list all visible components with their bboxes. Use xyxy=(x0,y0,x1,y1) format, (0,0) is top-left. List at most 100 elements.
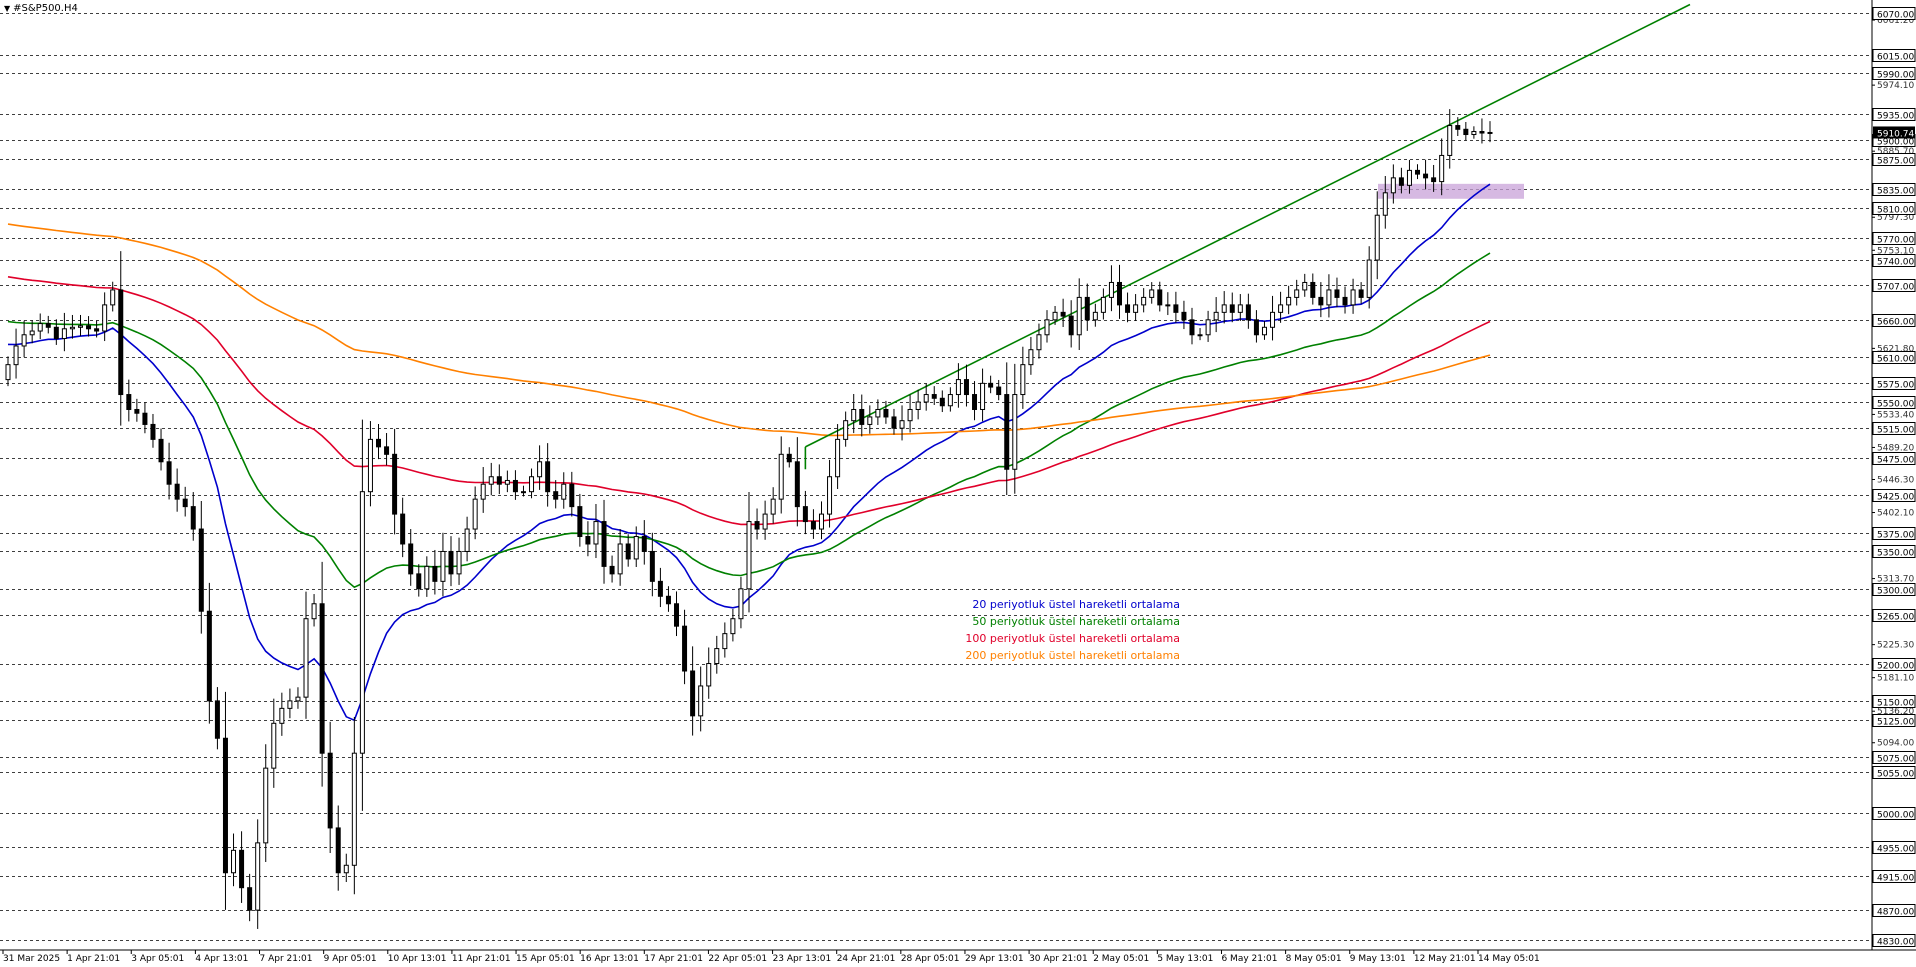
candle-body xyxy=(1334,289,1340,298)
dropdown-triangle-icon[interactable]: ▼ xyxy=(4,4,11,13)
price-level-box xyxy=(1872,183,1916,196)
candle-body xyxy=(1302,281,1308,291)
candle-body xyxy=(1036,334,1042,351)
ema-200-line xyxy=(7,223,1491,437)
candle-body xyxy=(786,453,792,463)
candle-body xyxy=(1173,304,1179,313)
candle-body xyxy=(279,707,285,724)
price-tick-label: 5181.10 xyxy=(1877,674,1914,684)
candle-body xyxy=(174,483,180,500)
candle-body xyxy=(947,394,953,407)
candle-body xyxy=(1261,326,1267,336)
price-tick-label: 5489.20 xyxy=(1877,443,1914,453)
time-axis: 31 Mar 2025 1 Apr 21:01 3 Apr 05:01 4 Apr 1… xyxy=(2,950,1540,964)
candle-body xyxy=(746,521,752,590)
price-level-box xyxy=(1872,489,1916,502)
candle-body xyxy=(617,543,623,575)
candle-body xyxy=(1471,131,1477,136)
price-level-label: 5707.00 xyxy=(1877,283,1914,293)
candle-body xyxy=(1398,177,1404,186)
candle-body xyxy=(738,588,744,620)
candle-body xyxy=(674,603,680,627)
candle-body xyxy=(94,328,100,332)
candle-body xyxy=(1108,281,1114,298)
candle-body xyxy=(1213,311,1219,321)
legend: 20 periyotluk üstel hareketli ortalama 50… xyxy=(965,598,1180,662)
time-tick-label: 30 Apr 21:01 xyxy=(1029,954,1088,963)
candle-body xyxy=(859,408,865,425)
candle-body xyxy=(376,438,381,448)
candle-body xyxy=(1374,214,1380,261)
price-level-label: 5660.00 xyxy=(1877,318,1914,328)
candle-body xyxy=(456,550,462,575)
candle-body xyxy=(1342,296,1348,306)
candle-body xyxy=(1181,311,1187,321)
candle-body xyxy=(1366,259,1372,298)
candle-body xyxy=(1318,296,1324,306)
candle-body xyxy=(472,498,478,530)
candle-body xyxy=(166,461,172,485)
candle-body xyxy=(359,491,365,754)
price-level-label: 5055.00 xyxy=(1877,770,1914,780)
price-level-box xyxy=(1872,351,1916,364)
candle-body xyxy=(102,304,108,332)
candle-body xyxy=(1455,125,1461,130)
candle-body xyxy=(601,521,607,567)
candle-body xyxy=(778,453,784,500)
candle-body xyxy=(1076,296,1082,336)
candle-body xyxy=(448,550,454,575)
candle-body xyxy=(1270,311,1276,328)
candle-body xyxy=(1052,311,1058,321)
candle-body xyxy=(1189,319,1195,336)
price-level-label: 5000.00 xyxy=(1877,811,1914,821)
candle-body xyxy=(1415,169,1421,175)
candle-body xyxy=(343,864,349,874)
support-zone-box xyxy=(1378,183,1524,199)
candle-body xyxy=(351,752,357,866)
candle-body xyxy=(802,506,808,523)
candle-body xyxy=(488,476,494,485)
price-level-box xyxy=(1872,254,1916,267)
candle-body xyxy=(37,323,43,332)
candle-body xyxy=(287,700,293,709)
trend-line-upper xyxy=(805,3,1691,448)
candle-body xyxy=(722,633,728,650)
candle-body xyxy=(545,461,551,493)
time-tick-label: 9 Apr 05:01 xyxy=(324,954,377,963)
time-tick-label: 8 May 05:01 xyxy=(1286,954,1342,963)
price-level-box xyxy=(1872,67,1916,80)
time-tick-label: 6 May 21:01 xyxy=(1221,954,1277,963)
candle-body xyxy=(1431,177,1437,183)
current-price-box xyxy=(1873,126,1915,139)
price-level-label: 5575.00 xyxy=(1877,381,1914,391)
price-level-label: 5300.00 xyxy=(1877,587,1914,597)
current-price-label: 5910.74 xyxy=(1877,129,1914,139)
candle-body xyxy=(529,476,535,493)
candle-body xyxy=(714,648,720,665)
candle-body xyxy=(770,498,776,515)
price-level-label: 6070.00 xyxy=(1877,11,1914,21)
time-tick-label: 12 May 21:01 xyxy=(1414,954,1476,963)
candle-body xyxy=(392,453,398,515)
candle-body xyxy=(1141,296,1147,306)
time-tick-label: 9 May 13:01 xyxy=(1350,954,1406,963)
candle-body xyxy=(45,323,51,328)
candle-body xyxy=(110,289,116,306)
candle-body xyxy=(1133,304,1139,313)
candle-body xyxy=(69,326,75,330)
candle-body xyxy=(963,379,969,396)
price-level-label: 5900.00 xyxy=(1877,138,1914,148)
price-level-label: 5935.00 xyxy=(1877,112,1914,122)
candle-body xyxy=(794,461,800,508)
price-tick-label: 5094.00 xyxy=(1877,739,1914,749)
candle-body xyxy=(754,521,760,530)
candle-body xyxy=(875,408,881,418)
candle-body xyxy=(504,479,510,485)
candle-body xyxy=(730,618,736,635)
price-tick-label: 5753.10 xyxy=(1877,246,1914,256)
candle-body xyxy=(1253,319,1259,336)
candle-body xyxy=(1084,296,1090,321)
